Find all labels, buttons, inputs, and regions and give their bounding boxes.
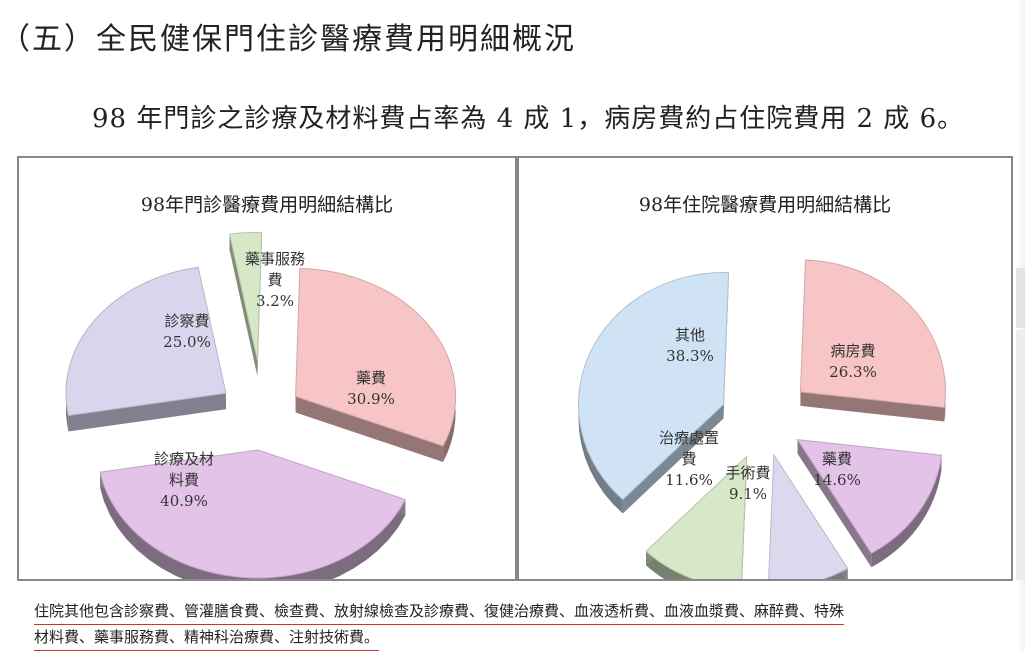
footnote-line-1: 住院其他包含診察費、管灌膳食費、檢查費、放射線檢查及診療費、復健治療費、血液透析… (34, 599, 845, 625)
outpatient-pie-chart: 藥事服務費 3.2% 藥費 30.9% 診療及材料費 40.9% 診察費 25.0% (65, 231, 457, 579)
slice-data-label: 病房費 26.3% (829, 342, 877, 381)
slice-data-label: 診察費 25.0% (163, 312, 211, 351)
pie-slice-side (871, 455, 942, 568)
inpatient-chart-title: 98年住院醫療費用明細結構比 (638, 194, 892, 216)
outpatient-chart-panel: 98年門診醫療費用明細結構比 藥事服務費 3.2% 藥費 30.9% 診療及材料費 40.… (17, 156, 517, 581)
slice-data-label: 治療處置費 11.6% (659, 429, 719, 489)
pie-slice (229, 231, 263, 361)
pie-slice-side (646, 551, 693, 579)
footnote: 住院其他包含診察費、管灌膳食費、檢查費、放射線檢查及診療費、復健治療費、血液透析… (34, 599, 999, 651)
pie-slice (99, 449, 407, 579)
pie-slice-wall (800, 391, 945, 422)
pie-slice-side (823, 568, 848, 579)
pie-slice (768, 453, 849, 579)
slice-data-label: 藥費 30.9% (347, 369, 395, 408)
pie-slice (295, 268, 457, 447)
inpatient-pie-chart: 病房費 26.3% 藥費 14.6% 手術費 9.1%治療處置費 11.6% 其他 38.3% (578, 259, 946, 579)
slice-data-label: 診療及材料費 40.9% (154, 450, 214, 510)
slice-data-label: 藥費 14.6% (813, 450, 861, 489)
pie-slice-wall (68, 393, 226, 432)
page-edge-segment (1016, 268, 1025, 328)
slice-data-label: 其他 38.3% (666, 326, 714, 365)
pie-slice-wall (295, 396, 444, 462)
page-edge-segment (1016, 330, 1025, 580)
pie-slice (578, 272, 730, 501)
slice-data-label: 手術費 9.1% (725, 464, 770, 503)
pie-slice (645, 455, 748, 579)
pie-slice-wall (797, 439, 872, 568)
inpatient-chart-panel: 98年住院醫療費用明細結構比 病房費 26.3% 藥費 14.6% 手術費 9.1% 治療處… (517, 156, 1013, 581)
footnote-line-2: 材料費、藥事服務費、精神科治療費、注射技術費。 (34, 625, 380, 651)
lead-sentence: 98 年門診之診療及材料費占率為 4 成 1，病房費約占住院費用 2 成 6。 (92, 104, 965, 134)
pie-slice-wall (622, 404, 724, 514)
outpatient-chart-title: 98年門診醫療費用明細結構比 (140, 194, 394, 216)
pie-slice (65, 266, 227, 417)
page-edge-strip (1016, 0, 1025, 651)
slice-data-label: 藥事服務費 3.2% (245, 250, 305, 310)
pie-slice-wall (229, 234, 258, 377)
pie-slice (799, 259, 946, 409)
section-heading: （五）全民健保門住診醫療費用明細概況 (0, 22, 576, 57)
pie-slice (796, 439, 943, 554)
